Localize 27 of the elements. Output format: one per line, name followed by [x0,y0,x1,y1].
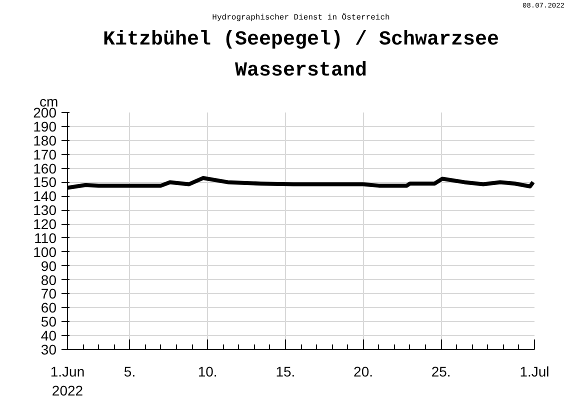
y-tick-label: 170 [33,146,57,162]
x-tick-label: 20. [354,364,374,380]
x-tick-label: 10. [198,364,218,380]
y-tick-label: 100 [33,244,57,260]
y-tick-label: 40 [40,328,57,344]
chart-title: Kitzbühel (Seepegel) / Schwarzsee [102,28,500,52]
x-tick-label: 1.Jun 2022 [50,364,85,399]
y-tick-label: 90 [40,258,57,274]
y-tick-label: 190 [33,118,57,134]
y-tick-label: 180 [33,132,57,148]
x-tick-label: 15. [276,364,296,380]
y-tick-label: 50 [40,314,57,330]
y-tick-label: 160 [33,160,57,176]
chart-subtitle: Wasserstand [234,60,368,82]
y-tick-label: 80 [40,272,57,288]
y-tick-label: 60 [40,300,57,316]
x-tick-label: 25. [431,364,451,380]
x-tick-label: 1.Jul [520,364,550,380]
y-tick-label: 150 [33,174,57,190]
x-tick-label: 5. [124,364,136,380]
y-tick-label: 110 [34,230,57,246]
y-tick-label: 120 [33,216,57,232]
text: Hydrographischer Dienst in Österreich [212,12,390,22]
y-tick-label: 30 [40,342,57,358]
y-tick-label: 70 [40,286,57,302]
y-tick-label: 130 [33,202,57,218]
y-tick-label: 140 [33,188,57,204]
